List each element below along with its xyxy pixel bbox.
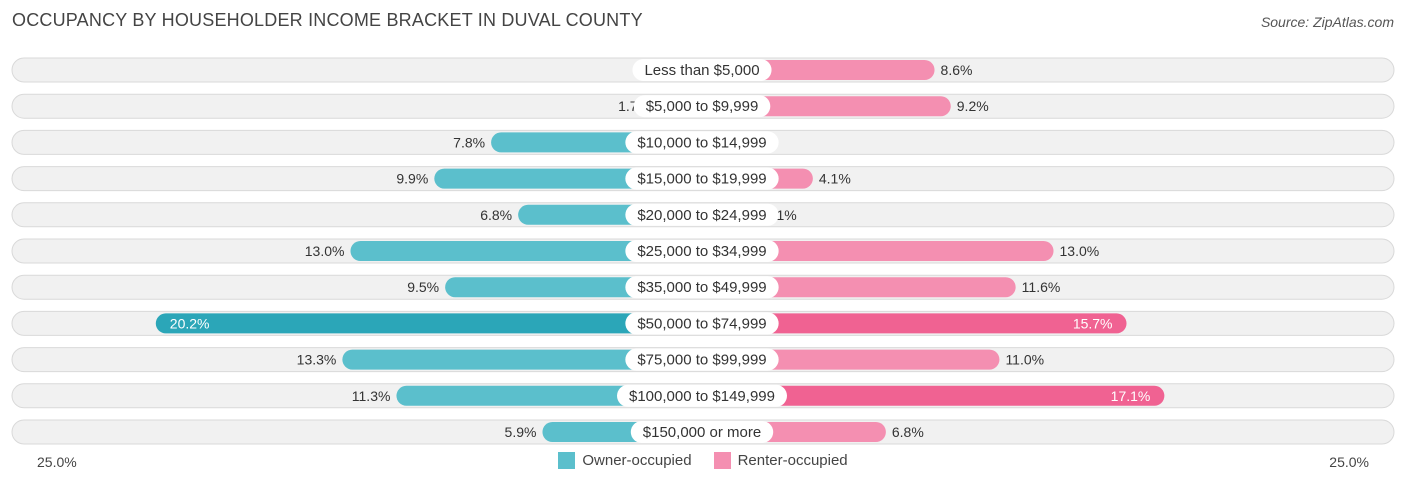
owner-bar [350,241,702,261]
renter-value-label: 11.6% [1022,279,1061,295]
category-label-box [625,167,779,190]
category-label-box [625,348,779,371]
renter-bar [702,385,1165,406]
category-label: $50,000 to $74,999 [637,315,766,332]
category-label-box [625,203,779,226]
renter-value-label: 17.1% [1111,388,1151,404]
renter-value-label: 8.6% [941,62,973,78]
owner-value-label: 13.3% [297,352,337,368]
category-label-box [625,131,779,154]
owner-bar [342,349,702,370]
source-note: Source: ZipAtlas.com [1260,14,1394,30]
renter-bar [702,277,1016,298]
category-label: $15,000 to $19,999 [637,171,766,188]
owner-value-label: 7.8% [453,134,485,150]
renter-value-label: 15.7% [1073,315,1113,331]
category-label: $20,000 to $24,999 [637,207,766,224]
chart-title: OCCUPANCY BY HOUSEHOLDER INCOME BRACKET … [12,10,643,30]
chart-area: 0.73%8.6%Less than $5,0001.7%9.2%$5,000 … [11,57,1395,445]
renter-value-label: 9.2% [957,98,989,114]
category-label: $5,000 to $9,999 [646,98,759,115]
renter-value-label: 4.1% [819,171,851,187]
legend: Owner-occupied Renter-occupied [0,452,1406,469]
category-label: $25,000 to $34,999 [637,243,766,260]
owner-value-label: 13.0% [305,243,345,259]
renter-value-label: 11.0% [1005,352,1044,368]
renter-value-label: 6.8% [892,424,924,440]
category-label-box [617,384,787,407]
owner-value-label: 9.9% [396,171,428,187]
owner-value-label: 6.8% [480,207,512,223]
legend-item-renter: Renter-occupied [713,452,848,469]
owner-bar [155,313,703,334]
category-label-box [630,421,774,443]
legend-label-owner: Owner-occupied [582,452,692,469]
category-label-box [625,240,779,262]
legend-swatch-renter [713,452,731,469]
category-label-box [633,95,771,118]
category-label-box [632,59,772,81]
renter-bar [702,241,1054,261]
category-label: $100,000 to $149,999 [629,388,775,405]
category-label: $35,000 to $49,999 [637,279,766,296]
owner-value-label: 9.5% [407,279,439,295]
owner-value-label: 5.9% [505,424,537,440]
legend-swatch-owner [558,452,576,469]
legend-item-owner: Owner-occupied [558,452,692,469]
category-label-box [625,312,779,335]
axis-left-label: 25.0% [37,454,77,470]
category-label: $10,000 to $14,999 [637,134,766,151]
renter-bar [702,313,1127,334]
legend-label-renter: Renter-occupied [737,452,848,469]
category-label: $150,000 or more [643,424,761,441]
renter-value-label: 13.0% [1060,243,1100,259]
category-label-box [625,276,779,299]
category-label: $75,000 to $99,999 [637,352,766,369]
owner-value-label: 11.3% [352,388,391,404]
axis-right-label: 25.0% [1329,454,1369,470]
owner-value-label: 20.2% [170,315,210,331]
category-label: Less than $5,000 [644,62,759,79]
